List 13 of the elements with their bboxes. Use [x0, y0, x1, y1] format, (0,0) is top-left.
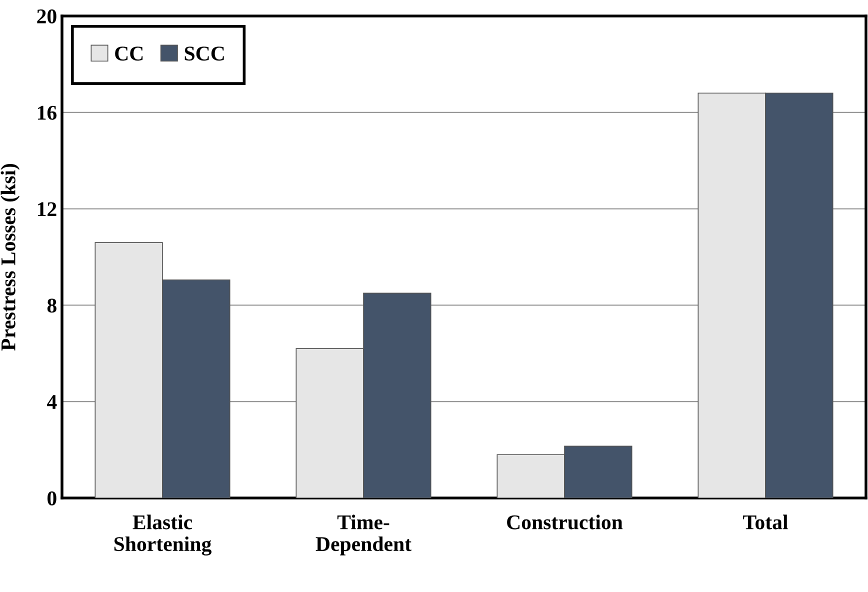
y-tick-label: 4	[47, 395, 57, 409]
y-tick-label: 8	[47, 298, 56, 313]
legend-label: SCC	[184, 46, 224, 61]
y-axis-title: Prestress Losses (ksi)	[0, 164, 20, 351]
y-tick-label: 16	[38, 106, 57, 120]
y-tick-label: 12	[38, 202, 56, 216]
y-tick-label: 20	[37, 9, 56, 24]
x-tick-label: Time- Dependent	[316, 514, 412, 556]
legend-label: CC	[115, 46, 143, 61]
x-tick-label: Elastic Shortening	[114, 514, 212, 556]
x-tick-label: Total	[743, 514, 788, 530]
y-tick-label: 0	[48, 491, 56, 506]
x-tick-label: Construction	[507, 514, 623, 530]
